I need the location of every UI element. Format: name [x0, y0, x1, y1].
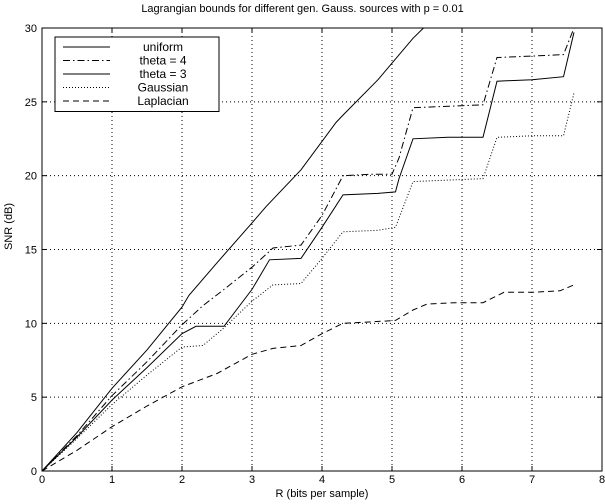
legend-label: Gaussian [138, 81, 189, 95]
x-tick-label: 6 [459, 474, 465, 486]
y-tick-label: 15 [25, 245, 37, 257]
y-tick-label: 5 [31, 392, 37, 404]
x-tick-label: 1 [109, 474, 115, 486]
series-line-1 [42, 28, 575, 471]
x-axis-label: R (bits per sample) [275, 488, 369, 500]
chart-title: Lagrangian bounds for different gen. Gau… [141, 3, 464, 15]
legend-label: Laplacian [137, 94, 188, 108]
plot-frame [41, 27, 603, 472]
x-tick-label: 0 [39, 474, 45, 486]
data-series [42, 28, 575, 471]
series-line-3 [42, 92, 575, 471]
grid-lines [42, 28, 602, 471]
y-tick-label: 0 [31, 466, 37, 478]
y-tick-label: 20 [25, 171, 37, 183]
y-tick-label: 10 [25, 318, 37, 330]
legend-label: uniform [143, 40, 183, 54]
x-tick-label: 7 [529, 474, 535, 486]
x-tick-label: 2 [179, 474, 185, 486]
x-tick-label: 8 [599, 474, 605, 486]
y-tick-label: 25 [25, 97, 37, 109]
series-line-2 [42, 32, 575, 471]
legend-label: theta = 4 [139, 54, 186, 68]
legend-label: theta = 3 [139, 67, 186, 81]
y-axis-label: SNR (dB) [3, 202, 15, 250]
y-tick-label: 30 [25, 23, 37, 35]
x-tick-label: 4 [319, 474, 325, 486]
x-tick-label: 3 [249, 474, 255, 486]
series-line-0 [42, 28, 424, 471]
x-tick-label: 5 [389, 474, 395, 486]
